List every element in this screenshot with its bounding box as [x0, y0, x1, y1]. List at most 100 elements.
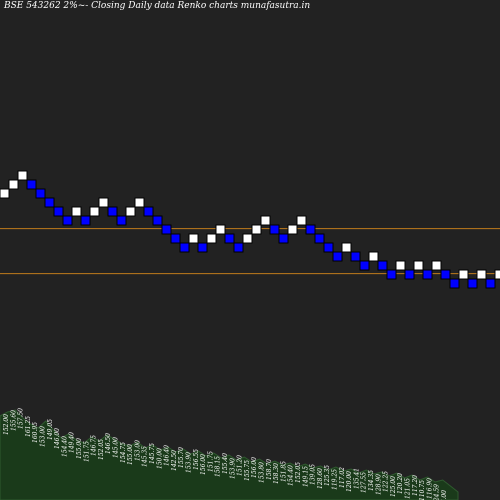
price-label: 155.70 [178, 447, 185, 468]
price-label: 106.00 [441, 490, 448, 500]
price-label: 160.95 [32, 422, 39, 443]
renko-brick-down [26, 179, 37, 190]
price-label: 151.75 [207, 451, 214, 472]
renko-brick-down [80, 215, 91, 226]
price-label: 155.00 [76, 438, 83, 459]
renko-brick-up [8, 179, 19, 190]
renko-brick-up [98, 197, 109, 208]
renko-brick-down [143, 206, 154, 217]
price-label: 145.00 [113, 437, 120, 458]
price-label: 153.90 [186, 452, 193, 473]
price-label: 158.15 [215, 456, 222, 477]
renko-brick-down [359, 260, 370, 271]
price-label: 128.60 [317, 468, 324, 489]
price-label: 153.00 [40, 426, 47, 447]
price-labels: 152.00 155.60 157.50 161.25 160.95 153.00 149.… [3, 408, 448, 500]
renko-brick-up [476, 269, 487, 280]
price-label: 155.60 [10, 410, 17, 431]
price-label: 155.00 [127, 444, 134, 465]
renko-brick-down [35, 188, 46, 199]
renko-brick-down [440, 269, 451, 280]
renko-brick-up [395, 260, 406, 271]
price-label: 152.00 [3, 414, 10, 435]
renko-brick-up [89, 206, 100, 217]
renko-bricks [0, 170, 500, 289]
price-label: 146.40 [164, 445, 171, 466]
price-label: 122.25 [383, 471, 390, 492]
renko-brick-down [422, 269, 433, 280]
price-label: 153.90 [229, 458, 236, 479]
renko-brick-down [161, 224, 172, 235]
price-label: 125.35 [324, 465, 331, 486]
price-label: 151.20 [237, 455, 244, 476]
price-label: 156.55 [193, 449, 200, 470]
price-label: 117.20 [412, 475, 419, 496]
renko-brick-up [215, 224, 226, 235]
renko-brick-up [0, 188, 10, 199]
price-label: 154.75 [120, 442, 127, 463]
renko-brick-up [206, 233, 217, 244]
price-label: 153.80 [259, 462, 266, 483]
renko-brick-up [368, 251, 379, 262]
renko-brick-down [314, 233, 325, 244]
renko-brick-up [71, 206, 82, 217]
renko-brick-up [188, 233, 199, 244]
price-label: 156.00 [200, 454, 207, 475]
price-label: 155.75 [244, 460, 251, 481]
volume-area [0, 409, 459, 500]
renko-brick-down [170, 233, 181, 244]
renko-brick-down [449, 278, 460, 289]
price-label: 120.00 [346, 471, 353, 492]
price-label: 153.00 [134, 440, 141, 461]
price-label: 117.02 [339, 467, 346, 488]
price-label: 146.75 [91, 435, 98, 456]
price-label: 155.40 [222, 453, 229, 474]
renko-brick-up [125, 206, 136, 217]
renko-brick-down [305, 224, 316, 235]
renko-brick-down [269, 224, 280, 235]
price-label: 145.35 [142, 446, 149, 467]
renko-brick-down [386, 269, 397, 280]
price-label: 134.35 [368, 470, 375, 491]
renko-brick-up [251, 224, 262, 235]
price-label: 154.40 [61, 436, 68, 457]
chart-title: BSE 543262 2%~- Closing Daily data Renko… [4, 1, 311, 11]
renko-brick-down [53, 206, 64, 217]
price-label: 142.50 [171, 450, 178, 471]
price-label: 110.75 [419, 480, 426, 500]
price-label: 151.85 [280, 461, 287, 482]
price-label: 149.40 [69, 432, 76, 453]
renko-brick-down [152, 215, 163, 226]
price-label: 158.70 [266, 459, 273, 480]
renko-brick-down [233, 242, 244, 253]
renko-brick-up [260, 215, 271, 226]
price-label: 156.00 [251, 457, 258, 478]
renko-brick-up [296, 215, 307, 226]
price-label: 149.05 [47, 419, 54, 440]
renko-brick-down [197, 242, 208, 253]
price-label: 154.40 [288, 465, 295, 486]
price-label: 146.50 [105, 433, 112, 454]
price-label: 139.05 [310, 464, 317, 485]
price-label: 161.25 [25, 416, 32, 437]
price-label: 150.00 [156, 448, 163, 469]
renko-brick-up [458, 269, 469, 280]
reference-lines [0, 228, 500, 275]
price-label: 145.75 [149, 443, 156, 464]
price-label: 152.05 [295, 462, 302, 483]
renko-brick-down [278, 233, 289, 244]
renko-brick-down [485, 278, 496, 289]
renko-brick-down [332, 251, 343, 262]
renko-brick-down [62, 215, 73, 226]
renko-brick-down [44, 197, 55, 208]
renko-brick-up [431, 260, 442, 271]
renko-brick-up [341, 242, 352, 253]
renko-brick-down [404, 269, 415, 280]
volume-area-shape [0, 409, 459, 500]
renko-brick-up [494, 269, 500, 280]
renko-brick-down [179, 242, 190, 253]
renko-brick-up [242, 233, 253, 244]
renko-brick-down [107, 206, 118, 217]
